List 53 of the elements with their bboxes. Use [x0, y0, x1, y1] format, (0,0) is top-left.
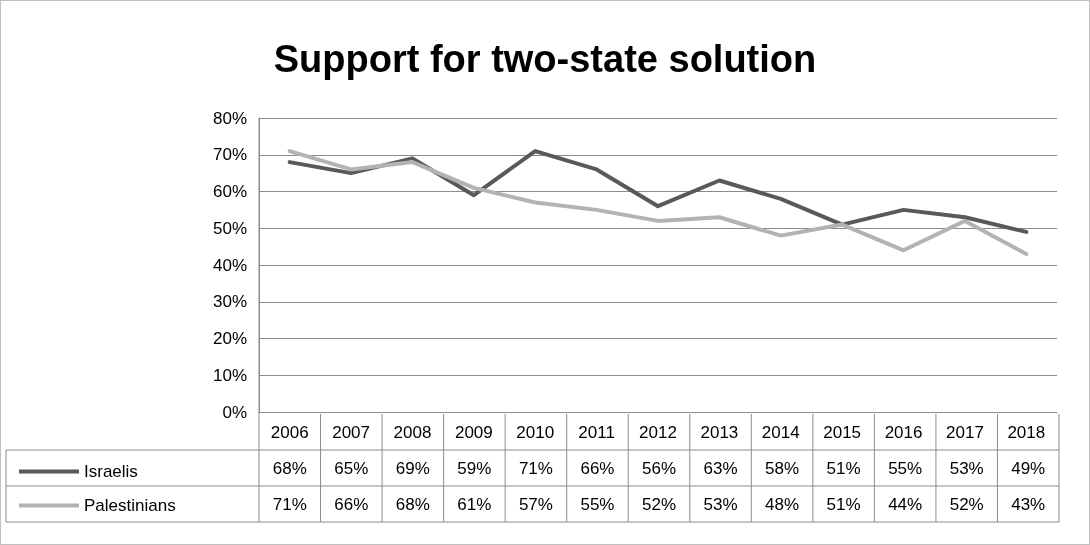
x-tick-label: 2011	[578, 423, 615, 442]
y-tick-label: 60%	[212, 182, 247, 201]
x-tick-label: 2015	[823, 423, 862, 442]
data-label: 69%	[395, 458, 430, 478]
data-label: 66%	[580, 458, 615, 478]
x-tick-label: 2013	[700, 423, 739, 442]
data-label: 71%	[518, 458, 553, 478]
data-label: 68%	[395, 494, 430, 514]
data-label: 51%	[826, 494, 861, 514]
y-tick-label: 40%	[212, 255, 247, 275]
data-label: 58%	[765, 458, 800, 478]
x-tick-label: 2010	[516, 423, 555, 442]
data-label: 63%	[703, 458, 738, 478]
data-label: 71%	[272, 494, 307, 514]
x-tick-label: 2018	[1007, 423, 1046, 442]
data-label: 66%	[334, 494, 369, 514]
x-tick-label: 2008	[393, 423, 432, 442]
line-series	[287, 149, 1029, 234]
legend-label: Israelis	[84, 462, 138, 481]
x-tick-label: 2016	[884, 423, 923, 442]
data-label: 52%	[641, 494, 677, 514]
y-tick-label: 20%	[212, 329, 247, 348]
y-tick-label: 0%	[222, 402, 247, 422]
data-label: 57%	[518, 494, 553, 514]
data-label: 59%	[457, 458, 492, 478]
y-tick-label: 50%	[212, 218, 247, 238]
data-label: 48%	[765, 494, 800, 514]
data-label: 53%	[703, 494, 738, 514]
data-label: 51%	[826, 458, 861, 478]
data-label: 43%	[1011, 494, 1046, 514]
line-series	[287, 149, 1029, 256]
x-tick-label: 2007	[332, 423, 370, 442]
data-label: 65%	[334, 458, 369, 478]
data-label: 49%	[1011, 458, 1046, 478]
data-label: 56%	[641, 458, 677, 478]
y-tick-label: 30%	[212, 292, 247, 312]
data-label: 55%	[580, 494, 615, 514]
y-tick-label: 10%	[212, 365, 247, 385]
data-label: 61%	[457, 494, 492, 514]
legend-label: Palestinians	[84, 496, 176, 515]
x-tick-label: 2009	[454, 423, 493, 442]
data-label: 68%	[272, 458, 307, 478]
y-tick-label: 70%	[212, 145, 247, 165]
x-tick-label: 2014	[761, 423, 800, 442]
data-label: 52%	[949, 494, 984, 514]
x-tick-label: 2012	[639, 423, 677, 442]
chart-title: Support for two-state solution	[273, 38, 817, 80]
data-label: 53%	[949, 458, 984, 478]
x-tick-label: 2006	[270, 423, 309, 442]
data-label: 44%	[888, 494, 923, 514]
data-label: 55%	[888, 458, 923, 478]
y-tick-label: 80%	[212, 108, 247, 128]
x-tick-label: 2017	[946, 423, 984, 442]
